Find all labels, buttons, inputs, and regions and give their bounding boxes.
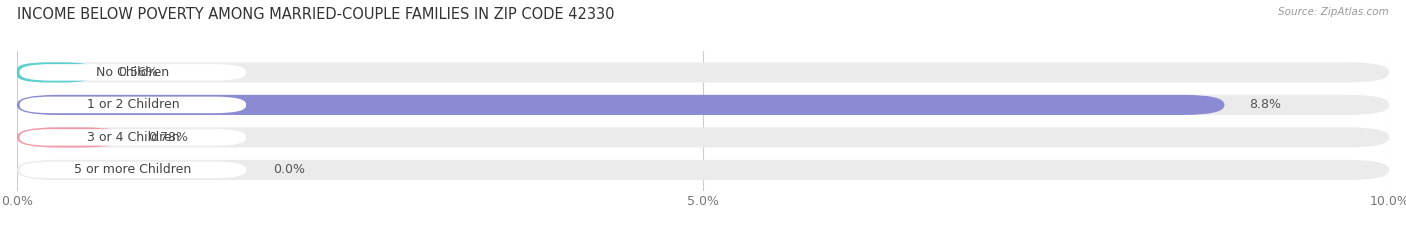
FancyBboxPatch shape — [17, 62, 94, 82]
Text: 0.0%: 0.0% — [274, 163, 305, 176]
Text: Source: ZipAtlas.com: Source: ZipAtlas.com — [1278, 7, 1389, 17]
Text: 0.78%: 0.78% — [149, 131, 188, 144]
Text: INCOME BELOW POVERTY AMONG MARRIED-COUPLE FAMILIES IN ZIP CODE 42330: INCOME BELOW POVERTY AMONG MARRIED-COUPL… — [17, 7, 614, 22]
FancyBboxPatch shape — [17, 127, 124, 147]
FancyBboxPatch shape — [20, 129, 246, 146]
FancyBboxPatch shape — [20, 97, 246, 113]
Text: 3 or 4 Children: 3 or 4 Children — [87, 131, 179, 144]
Text: 5 or more Children: 5 or more Children — [75, 163, 191, 176]
FancyBboxPatch shape — [17, 127, 1389, 147]
Text: 1 or 2 Children: 1 or 2 Children — [87, 98, 179, 111]
FancyBboxPatch shape — [20, 162, 246, 178]
Text: 8.8%: 8.8% — [1249, 98, 1281, 111]
FancyBboxPatch shape — [17, 95, 1389, 115]
FancyBboxPatch shape — [17, 95, 1225, 115]
FancyBboxPatch shape — [17, 62, 1389, 82]
Text: No Children: No Children — [96, 66, 169, 79]
Text: 0.56%: 0.56% — [118, 66, 159, 79]
FancyBboxPatch shape — [17, 160, 1389, 180]
FancyBboxPatch shape — [20, 64, 246, 81]
